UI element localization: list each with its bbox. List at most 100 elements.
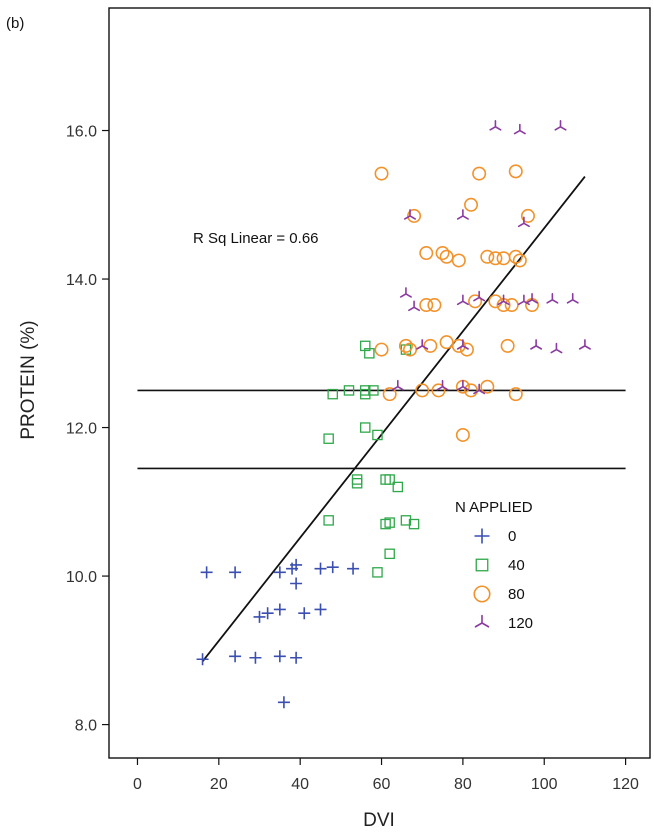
marker-tri (456, 379, 469, 391)
marker-tri (517, 216, 530, 228)
marker-tri (473, 290, 486, 302)
marker-circle (374, 166, 389, 181)
marker-plus (277, 696, 290, 709)
marker-plus (253, 610, 266, 623)
marker-circle (480, 249, 495, 264)
marker-circle (403, 342, 418, 357)
marker-circle (431, 383, 446, 398)
x-tick-label: 40 (291, 776, 309, 793)
marker-square (368, 385, 379, 396)
marker-tri (408, 300, 421, 312)
marker-circle (480, 379, 495, 394)
y-tick-label: 8.0 (75, 718, 97, 735)
marker-plus (290, 577, 303, 590)
marker-tri (497, 294, 510, 306)
marker-square (372, 429, 383, 441)
marker-tri (526, 293, 539, 304)
marker-circle (423, 338, 438, 353)
reference-lines (137, 389, 626, 470)
marker-square (408, 518, 420, 530)
marker-square (384, 548, 395, 560)
marker-plus (249, 651, 262, 664)
marker-tri (456, 339, 469, 350)
marker-circle (508, 249, 523, 264)
marker-circle (455, 427, 470, 442)
marker-circle (508, 387, 523, 402)
marker-circle (472, 166, 487, 181)
marker-tri (456, 209, 469, 220)
legend-entry-80: 80 (473, 585, 525, 603)
marker-plus (347, 562, 360, 575)
marker-plus (314, 603, 327, 616)
marker-plus (290, 651, 303, 664)
fit-line-group (201, 176, 586, 663)
y-axis-title: PROTEIN (%) (18, 320, 39, 439)
marker-circle (439, 335, 454, 350)
marker-circle (435, 246, 450, 261)
marker-circle (419, 298, 434, 313)
legend-entry-0: 0 (474, 528, 516, 545)
marker-plus (229, 566, 242, 579)
marker-square (392, 481, 404, 493)
marker-circle (459, 342, 474, 357)
marker-plus (474, 528, 490, 544)
marker-tri (513, 123, 526, 135)
x-tick-label: 20 (210, 776, 228, 793)
marker-plus (196, 653, 209, 666)
marker-circle (488, 251, 503, 266)
marker-tri (456, 294, 469, 306)
marker-circle (427, 298, 442, 313)
marker-square (323, 515, 334, 526)
legend-label: 80 (508, 586, 525, 603)
marker-square (384, 474, 395, 485)
y-tick-label: 14.0 (66, 272, 97, 289)
legend-label: 0 (508, 528, 516, 545)
marker-tri (436, 379, 449, 391)
marker-circle (473, 585, 491, 603)
marker-square (364, 348, 375, 359)
marker-tri (578, 339, 591, 350)
marker-plus (229, 650, 242, 663)
marker-square (384, 517, 395, 528)
marker-circle (496, 251, 511, 266)
series-80 (374, 164, 540, 442)
legend-title: N APPLIED (455, 499, 533, 516)
marker-plus (314, 562, 327, 575)
marker-square (360, 422, 371, 433)
data-markers (196, 120, 591, 709)
y-tick-label: 12.0 (66, 421, 97, 438)
marker-tri (416, 339, 429, 350)
marker-circle (419, 246, 434, 261)
y-tick-label: 16.0 (66, 124, 97, 141)
y-tick-label: 10.0 (66, 569, 97, 586)
marker-plus (273, 603, 286, 616)
marker-tri (473, 383, 486, 395)
marker-circle (451, 253, 466, 268)
marker-circle (439, 249, 454, 264)
x-tick-label: 80 (454, 776, 472, 793)
series-0 (196, 558, 360, 709)
x-tick-label: 120 (612, 776, 639, 793)
marker-circle (520, 208, 535, 223)
marker-tri (404, 209, 417, 220)
marker-square (400, 515, 412, 526)
marker-tri (391, 379, 404, 391)
marker-square (372, 567, 383, 578)
marker-circle (464, 383, 479, 398)
marker-plus (298, 607, 311, 620)
marker-circle (468, 294, 483, 309)
series-120 (391, 120, 591, 395)
marker-plus (261, 607, 274, 620)
r-squared-annotation: R Sq Linear = 0.66 (193, 230, 319, 247)
marker-plus (326, 561, 339, 574)
x-tick-label: 0 (133, 776, 142, 793)
marker-square (327, 388, 338, 400)
marker-circle (508, 164, 523, 179)
marker-circle (464, 197, 479, 212)
marker-square (475, 558, 489, 572)
marker-circle (451, 338, 466, 353)
legend-entry-40: 40 (475, 557, 525, 574)
marker-tri (489, 120, 502, 131)
legend-label: 120 (508, 615, 533, 632)
